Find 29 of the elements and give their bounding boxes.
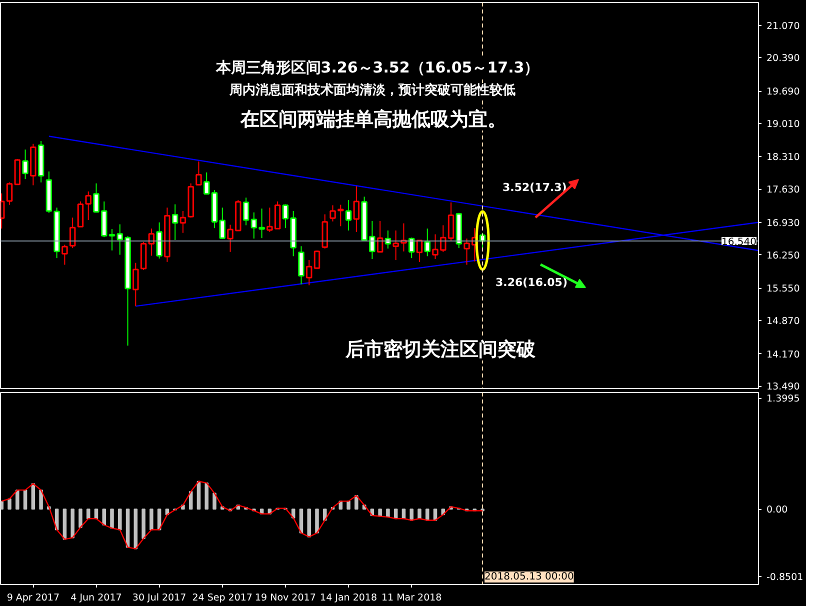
y-tick-label: 20.390 [766, 53, 800, 64]
y-tick-label: 0.00 [766, 504, 788, 516]
y-tick-label: 15.550 [766, 284, 800, 295]
y-tick-label: 18.310 [766, 152, 800, 164]
y-tick-label: 14.870 [766, 316, 800, 327]
y-tick-label: 13.490 [766, 382, 800, 393]
x-tick-label: 11 Mar 2018 [381, 592, 442, 604]
y-tick-label: 19.010 [766, 118, 800, 130]
x-tick-label: 9 Apr 2017 [6, 592, 60, 604]
annotation: 在区间两端挂单高抛低吸为宜。 [240, 108, 506, 130]
y-tick-label: 16.930 [766, 218, 800, 229]
y-tick-label: 17.630 [766, 184, 800, 196]
y-tick-label: -0.8501 [766, 572, 804, 584]
annotation: 周内消息面和技术面均清淡，预计突破可能性较低 [228, 82, 516, 98]
annotation: 3.52(17.3) [502, 181, 567, 194]
ref-line-label: 2018.05.13 00:00 [484, 572, 574, 582]
x-tick-label: 24 Sep 2017 [192, 592, 252, 604]
x-tick-label: 14 Jan 2018 [320, 592, 378, 604]
y-tick-label: 16.250 [766, 250, 800, 262]
x-tick-label: 19 Nov 2017 [255, 592, 316, 604]
x-tick-label: 4 Jun 2017 [70, 592, 122, 604]
y-tick-label: 1.3995 [766, 394, 800, 405]
annotation: 后市密切关注区间突破 [344, 338, 536, 360]
x-tick-label: 30 Jul 2017 [132, 592, 186, 604]
y-tick-label: 14.170 [766, 349, 800, 360]
annotation: 本周三角形区间3.26～3.52（16.05～17.3） [214, 58, 540, 76]
y-tick-label: 21.070 [766, 20, 800, 32]
annotation: 3.26(16.05) [496, 276, 568, 289]
y-tick-label: 19.690 [766, 86, 800, 98]
